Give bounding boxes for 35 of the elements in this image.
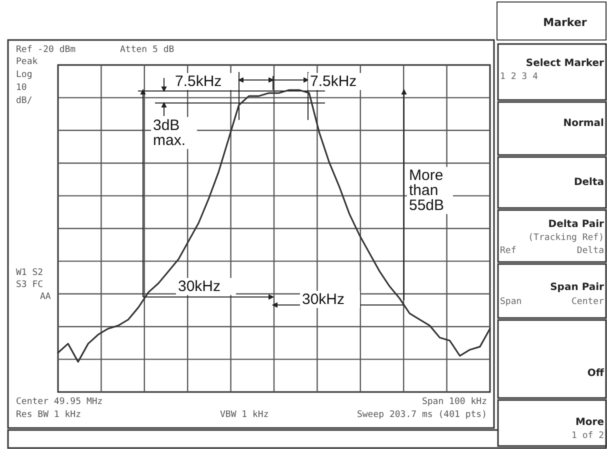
text: Atten 5 dB bbox=[120, 45, 174, 55]
text: Span bbox=[500, 297, 522, 307]
text: Select Marker bbox=[526, 58, 604, 69]
text: Delta bbox=[576, 246, 604, 256]
text: Ref -20 dBm bbox=[16, 45, 76, 55]
annotation: 7.5kHz bbox=[175, 73, 222, 90]
text: AA bbox=[40, 292, 52, 302]
text: Span 100 kHz bbox=[422, 397, 487, 407]
annotation: 30kHz bbox=[302, 291, 345, 308]
text: Ref bbox=[500, 246, 516, 256]
text: 1 of 2 bbox=[571, 431, 604, 441]
text: Marker bbox=[543, 16, 588, 29]
text: (Tracking Ref) bbox=[528, 233, 604, 243]
text: Peak bbox=[16, 57, 38, 67]
text: Off bbox=[587, 368, 605, 379]
annotation: 3dB max. bbox=[153, 117, 186, 149]
text: Log bbox=[16, 70, 32, 80]
text: Span Pair bbox=[550, 282, 604, 293]
text: S3 FC bbox=[16, 280, 44, 290]
annotation: 30kHz bbox=[178, 278, 221, 295]
text: More bbox=[575, 417, 604, 428]
text: Sweep 203.7 ms (401 pts) bbox=[356, 410, 487, 420]
annotation: More than 55dB bbox=[409, 167, 444, 214]
text: Delta bbox=[574, 177, 604, 188]
text: VBW 1 kHz bbox=[220, 410, 269, 420]
text: 1 2 3 4 bbox=[500, 72, 538, 82]
text: 10 bbox=[16, 83, 27, 93]
text: dB/ bbox=[16, 96, 32, 106]
text: W1 S2 bbox=[16, 268, 44, 278]
text: Res BW 1 kHz bbox=[16, 410, 82, 420]
text: Normal bbox=[563, 118, 604, 129]
annotation: 7.5kHz bbox=[310, 73, 357, 90]
text: Delta Pair bbox=[548, 219, 604, 230]
text: Center 49.95 MHz bbox=[16, 397, 103, 407]
text: Center bbox=[571, 297, 605, 307]
